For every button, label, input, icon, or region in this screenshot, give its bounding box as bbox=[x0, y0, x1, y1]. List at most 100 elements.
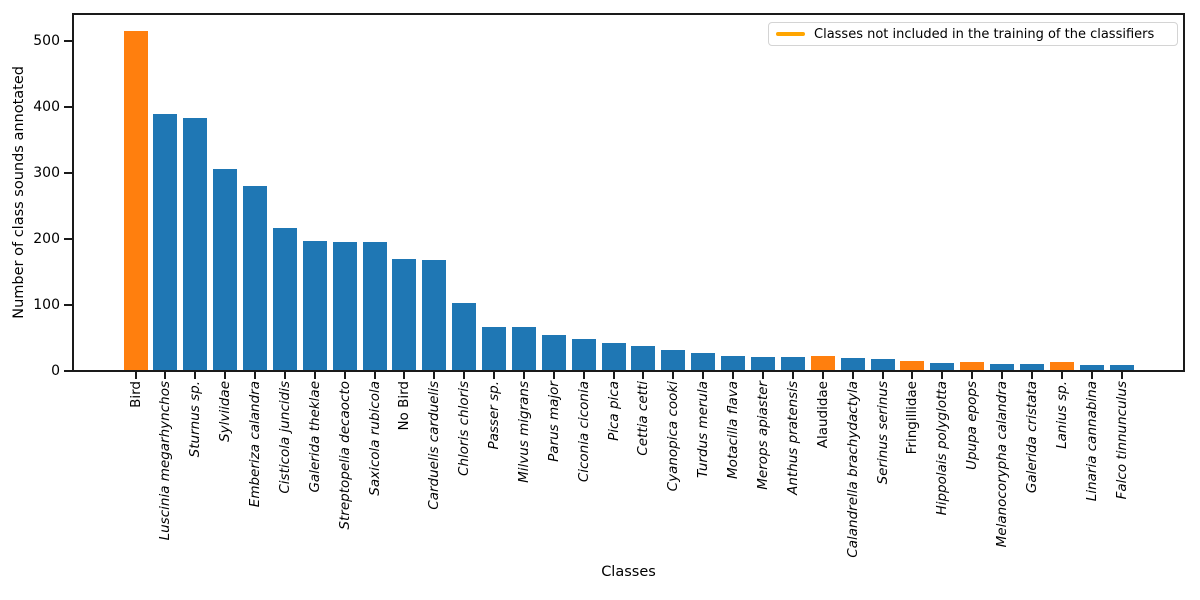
bar bbox=[153, 113, 178, 370]
x-tick-mark bbox=[313, 372, 316, 379]
legend-line-swatch bbox=[776, 32, 805, 36]
x-tick-label: Lanius sp. bbox=[1053, 381, 1070, 449]
x-tick-label: Calandrella brachydactyla bbox=[844, 381, 861, 558]
x-tick-mark bbox=[911, 372, 914, 379]
x-tick-mark bbox=[1030, 372, 1033, 379]
y-tick-mark bbox=[64, 172, 72, 174]
x-tick-mark bbox=[791, 372, 794, 379]
y-tick-label: 300 bbox=[33, 165, 60, 181]
bar bbox=[332, 241, 357, 370]
x-tick-mark bbox=[164, 372, 167, 379]
x-tick-label: Galerida theklae bbox=[306, 381, 323, 493]
x-tick-mark bbox=[821, 372, 824, 379]
x-tick-label: Emberiza calandra bbox=[247, 381, 263, 508]
bar bbox=[183, 117, 208, 370]
y-tick-label: 200 bbox=[33, 231, 60, 247]
bar bbox=[213, 169, 238, 370]
x-tick-mark bbox=[851, 372, 854, 379]
bar bbox=[1019, 364, 1044, 370]
bar bbox=[243, 185, 267, 370]
y-tick-mark bbox=[64, 304, 72, 306]
x-tick-mark bbox=[433, 372, 436, 379]
legend: Classes not included in the training of … bbox=[768, 22, 1178, 46]
x-tick-mark bbox=[254, 372, 256, 379]
bar bbox=[601, 342, 626, 370]
bar bbox=[691, 352, 716, 370]
x-tick-mark bbox=[1060, 372, 1063, 379]
x-tick-label: Parus major bbox=[545, 381, 562, 462]
bar bbox=[990, 363, 1014, 370]
bar bbox=[362, 241, 387, 370]
bar bbox=[392, 258, 417, 370]
bar bbox=[511, 327, 536, 370]
bar bbox=[661, 349, 686, 370]
x-tick-label: No Bird bbox=[396, 381, 413, 431]
legend-label: Classes not included in the training of … bbox=[814, 26, 1155, 42]
x-tick-mark bbox=[1090, 372, 1093, 379]
x-tick-label: Alaudidae bbox=[814, 381, 831, 449]
x-tick-label: Merops apiaster bbox=[755, 381, 771, 490]
x-tick-label: Sturnus sp. bbox=[187, 381, 204, 458]
bar bbox=[870, 358, 895, 370]
x-tick-label: Passer sp. bbox=[486, 381, 502, 450]
bar bbox=[780, 356, 805, 370]
x-tick-mark bbox=[612, 372, 615, 379]
bar bbox=[1049, 362, 1074, 370]
bar bbox=[571, 339, 596, 370]
x-tick-mark bbox=[1120, 372, 1123, 379]
x-tick-mark bbox=[194, 372, 197, 379]
y-tick-label: 100 bbox=[33, 297, 60, 313]
bar bbox=[1079, 365, 1104, 370]
plot-area bbox=[72, 13, 1185, 372]
y-tick-label: 400 bbox=[33, 99, 60, 115]
x-tick-label: Linaria cannabina bbox=[1083, 381, 1100, 502]
bar bbox=[810, 355, 835, 370]
bar bbox=[751, 356, 775, 370]
x-tick-label: Cyanopica cooki bbox=[665, 381, 682, 492]
y-tick-label: 500 bbox=[33, 33, 60, 49]
x-tick-label: Sylviidae bbox=[217, 381, 234, 442]
x-axis-label: Classes bbox=[73, 564, 1184, 580]
y-tick-mark bbox=[64, 106, 72, 108]
x-tick-label: Cettia cetti bbox=[635, 381, 652, 456]
y-tick-mark bbox=[64, 370, 72, 372]
x-tick-label: Chloris chloris bbox=[456, 381, 473, 476]
x-axis-label-text: Classes bbox=[601, 564, 656, 580]
bar bbox=[422, 260, 447, 370]
x-tick-label: Milvus migrans bbox=[515, 381, 532, 483]
x-tick-label: Serinus serinus bbox=[874, 381, 891, 485]
x-tick-mark bbox=[971, 372, 974, 379]
x-tick-mark bbox=[373, 372, 376, 379]
y-axis-label: Number of class sounds annotated bbox=[8, 14, 30, 371]
x-tick-label: Cisticola juncidis bbox=[276, 381, 293, 494]
x-tick-label: Falco tinnunculus bbox=[1113, 381, 1130, 500]
x-tick-mark bbox=[672, 372, 675, 379]
x-tick-mark bbox=[941, 372, 944, 379]
bar bbox=[123, 31, 148, 370]
x-tick-label: Galerida cristata bbox=[1023, 381, 1040, 494]
x-tick-label: Fringillidae bbox=[904, 381, 921, 455]
x-tick-mark bbox=[403, 372, 406, 379]
bar bbox=[930, 363, 955, 370]
x-tick-mark bbox=[881, 372, 884, 379]
bar bbox=[900, 361, 925, 370]
x-tick-label: Anthus pratensis bbox=[784, 381, 801, 495]
bar bbox=[482, 327, 506, 370]
y-tick-mark bbox=[64, 238, 72, 240]
bar bbox=[452, 303, 477, 370]
x-tick-label: Streptopelia decaocto bbox=[336, 381, 353, 530]
bar bbox=[272, 227, 297, 370]
x-tick-mark bbox=[762, 372, 764, 379]
bar bbox=[541, 335, 566, 370]
x-tick-mark bbox=[732, 372, 735, 379]
x-tick-mark bbox=[134, 372, 137, 379]
x-tick-label: Motacilla flava bbox=[725, 381, 742, 479]
bar bbox=[840, 357, 865, 370]
x-tick-mark bbox=[224, 372, 227, 379]
x-tick-mark bbox=[582, 372, 585, 379]
x-tick-label: Bird bbox=[127, 381, 144, 408]
x-tick-mark bbox=[702, 372, 705, 379]
x-tick-label: Carduelis carduelis bbox=[426, 381, 443, 510]
x-tick-mark bbox=[522, 372, 525, 379]
